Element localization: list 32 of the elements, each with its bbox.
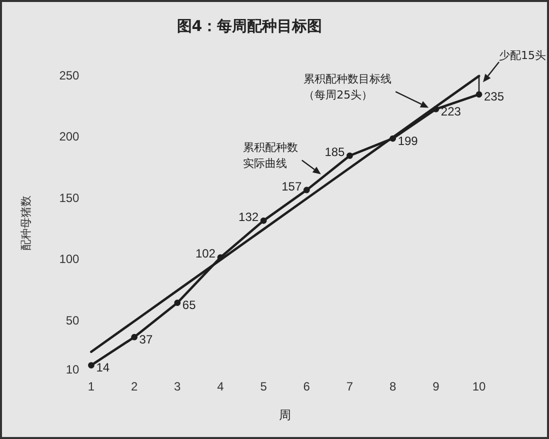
x-tick-label: 6 (303, 380, 310, 394)
y-tick-label: 200 (59, 130, 80, 144)
y-axis-title: 配种母猪数 (19, 196, 32, 251)
data-label: 199 (398, 134, 418, 148)
x-tick-label: 8 (389, 380, 396, 394)
x-tick-label: 9 (432, 380, 440, 394)
x-tick-label: 4 (217, 380, 224, 394)
y-tick-label: 150 (59, 190, 80, 205)
chart-title: 图4：每周配种目标图 (176, 16, 322, 35)
x-tick-label: 2 (130, 380, 138, 394)
y-tick-label: 50 (66, 313, 80, 328)
x-tick-label: 3 (174, 380, 182, 394)
data-label: 235 (484, 90, 504, 104)
series-label: 累积配种数实际曲线 (242, 141, 298, 170)
annotation: 少配15头 (499, 48, 546, 62)
y-tick-label: 250 (59, 68, 80, 82)
data-label: 223 (440, 104, 462, 118)
data-label: 65 (182, 298, 196, 312)
data-label: 102 (195, 246, 216, 261)
x-tick-label: 10 (472, 380, 486, 394)
data-label: 37 (139, 332, 153, 346)
x-axis-title: 周 (279, 408, 292, 422)
x-tick-label: 7 (346, 380, 354, 394)
y-tick-label: 10 (66, 362, 80, 377)
text: 累积配种数目标线（每周25头） (304, 72, 392, 102)
data-label: 157 (282, 179, 302, 194)
data-label: 185 (324, 144, 346, 159)
data-label: 14 (96, 360, 110, 375)
x-tick-label: 5 (260, 380, 268, 394)
x-tick-label: 1 (88, 380, 95, 394)
y-tick-label: 100 (59, 252, 80, 266)
data-label: 132 (238, 210, 259, 224)
